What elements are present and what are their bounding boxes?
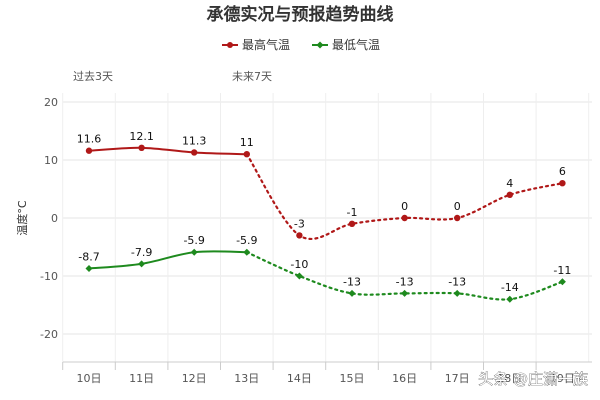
x-tick-label: 12日 — [182, 372, 207, 385]
data-point[interactable] — [348, 220, 356, 227]
watermark: 头条 @庄潇一族 — [478, 370, 588, 388]
data-point[interactable] — [85, 264, 93, 272]
data-label: 12.1 — [129, 130, 154, 143]
legend-label: 最低气温 — [332, 37, 380, 52]
data-label: -13 — [343, 275, 361, 288]
y-axis-label: 温度°C — [15, 200, 29, 235]
data-point[interactable] — [85, 147, 93, 154]
legend-item-0[interactable]: 最高气温 — [222, 37, 290, 52]
data-label: 6 — [559, 165, 566, 178]
data-point[interactable] — [191, 149, 198, 156]
y-tick-label: 20 — [44, 96, 58, 109]
x-tick-label: 14日 — [287, 372, 312, 385]
data-label: -13 — [396, 275, 414, 288]
period-label-future: 未来7天 — [232, 70, 272, 83]
data-label: 11.6 — [77, 133, 102, 146]
legend-item-1[interactable]: 最低气温 — [312, 37, 380, 52]
data-label: -8.7 — [78, 250, 99, 263]
legend-label: 最高气温 — [242, 37, 290, 52]
series-line-forecast-0 — [245, 153, 564, 241]
data-point[interactable] — [506, 295, 514, 303]
data-point[interactable] — [401, 214, 408, 222]
data-point[interactable] — [348, 289, 356, 297]
series-line-actual-1 — [88, 250, 247, 270]
data-point[interactable] — [190, 248, 198, 256]
legend-marker-diamond-icon — [316, 41, 324, 49]
data-point[interactable] — [243, 248, 251, 256]
period-label-past: 过去3天 — [73, 70, 113, 83]
series-line-actual-0 — [88, 146, 247, 156]
x-tick-label: 19日 — [550, 372, 575, 385]
data-point[interactable] — [295, 272, 303, 280]
data-label: 11.3 — [182, 134, 207, 147]
data-point[interactable] — [559, 180, 566, 187]
x-tick-label: 10日 — [77, 372, 102, 385]
x-tick-label: 13日 — [234, 372, 259, 385]
y-tick-label: 0 — [51, 212, 58, 225]
data-label: 0 — [454, 200, 461, 213]
data-point[interactable] — [453, 289, 461, 297]
x-tick-label: 17日 — [445, 372, 470, 385]
y-tick-label: 10 — [44, 154, 58, 167]
x-tick-label: 15日 — [340, 372, 365, 385]
legend[interactable]: 最高气温 最低气温 — [222, 37, 380, 52]
data-point[interactable] — [401, 289, 409, 297]
y-tick-label: -20 — [40, 328, 58, 341]
data-point[interactable] — [243, 151, 250, 158]
x-tick-label: 18日 — [497, 372, 522, 385]
data-point[interactable] — [296, 232, 303, 239]
legend-marker-circle-icon — [227, 42, 233, 48]
data-label: 4 — [506, 177, 513, 190]
y-tick-label: -10 — [40, 270, 58, 283]
data-label: -5.9 — [183, 234, 204, 247]
data-label: -13 — [448, 275, 466, 288]
data-label: -7.9 — [131, 246, 152, 259]
data-point[interactable] — [506, 191, 513, 198]
data-label: 0 — [401, 200, 408, 213]
x-tick-label: 11日 — [129, 372, 154, 385]
data-label: -11 — [553, 264, 571, 277]
data-label: -10 — [290, 258, 308, 271]
data-label: 11 — [240, 136, 254, 149]
data-label: -1 — [347, 206, 358, 219]
data-label: -3 — [294, 217, 305, 230]
data-point[interactable] — [138, 260, 146, 268]
data-label: -14 — [501, 281, 519, 294]
x-tick-label: 16日 — [392, 372, 417, 385]
data-point[interactable] — [558, 278, 566, 286]
chart-title: 承德实况与预报趋势曲线 — [207, 4, 394, 25]
data-point[interactable] — [138, 144, 145, 152]
data-point[interactable] — [454, 214, 461, 222]
data-label: -5.9 — [236, 234, 257, 247]
